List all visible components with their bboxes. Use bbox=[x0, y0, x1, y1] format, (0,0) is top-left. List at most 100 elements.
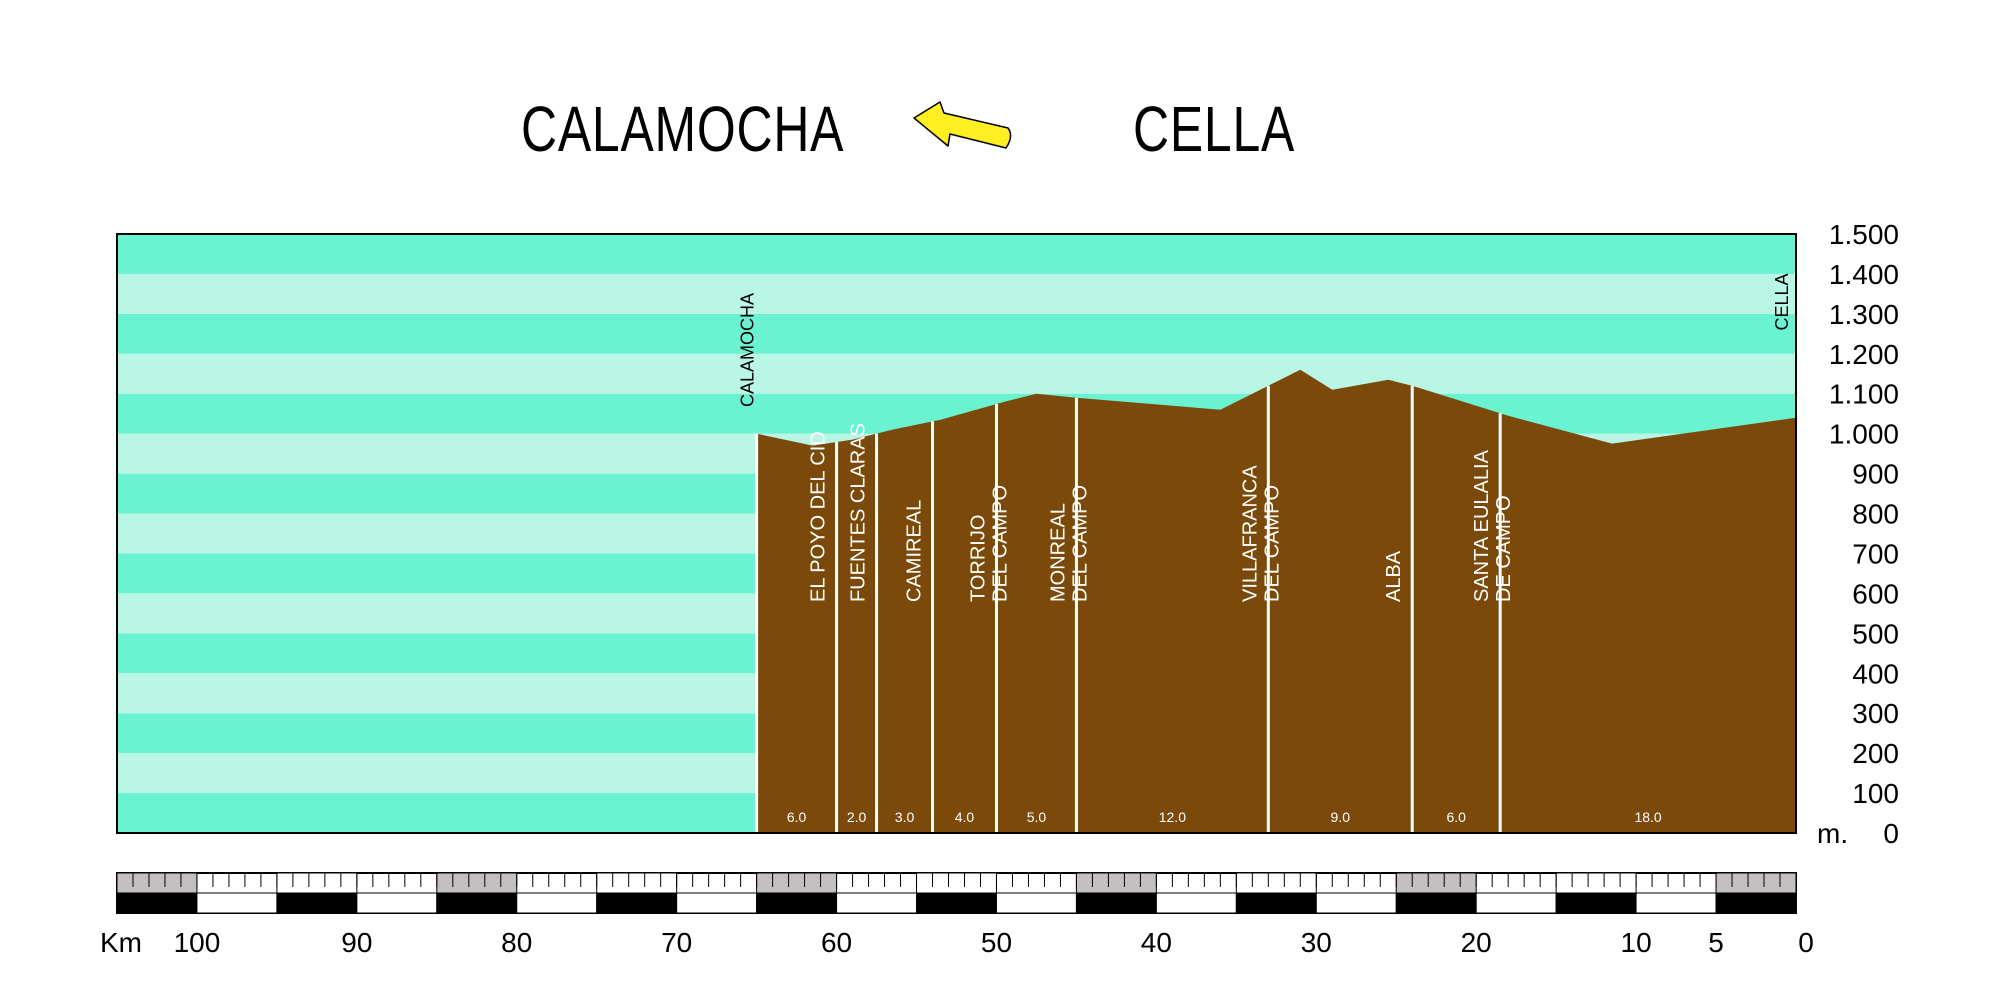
y-tick-label: 1.500 bbox=[1829, 219, 1899, 250]
scale-bar-cell bbox=[676, 892, 758, 914]
terrain-area bbox=[756, 369, 1796, 833]
scale-bar-cell bbox=[1075, 872, 1157, 894]
x-tick-label: 10 bbox=[1621, 927, 1652, 958]
destination-title: CELLA bbox=[1133, 93, 1296, 165]
town-label: MONREAL bbox=[1047, 503, 1069, 602]
y-tick-label: 900 bbox=[1852, 459, 1899, 490]
scale-bar-cell bbox=[1155, 892, 1237, 914]
segment-distance-label: 6.0 bbox=[787, 809, 807, 825]
town-label: CALAMOCHA bbox=[738, 293, 758, 407]
elevation-band bbox=[117, 234, 1796, 274]
town-label: DEL CAMPO bbox=[989, 485, 1011, 602]
y-tick-label: 100 bbox=[1852, 778, 1899, 809]
town-label: DEL CAMPO bbox=[1069, 485, 1091, 602]
scale-bar-cell bbox=[1635, 892, 1717, 914]
x-tick-label: 90 bbox=[341, 927, 372, 958]
scale-bar-cell bbox=[836, 892, 918, 914]
y-tick-label: 200 bbox=[1852, 738, 1899, 769]
scale-bar-cell bbox=[916, 892, 997, 914]
scale-bar-cell bbox=[756, 872, 838, 894]
x-tick-label: 30 bbox=[1301, 927, 1332, 958]
scale-bar-cell bbox=[1715, 872, 1797, 894]
y-axis: 0 100 200 300 400 500 600 700 800 900 1.000 1.100 1.… bbox=[1817, 219, 1899, 849]
segment-distance-label: 5.0 bbox=[1027, 809, 1047, 825]
y-tick-label: 0 bbox=[1883, 818, 1899, 849]
x-tick-label: 100 bbox=[174, 927, 221, 958]
segment-distance-label: 4.0 bbox=[955, 809, 975, 825]
town-label: TORRIJO bbox=[967, 515, 989, 602]
segment-distance-label: 18.0 bbox=[1634, 809, 1661, 825]
x-tick-label: 60 bbox=[821, 927, 852, 958]
origin-title: CALAMOCHA bbox=[521, 93, 845, 165]
x-tick-label: 50 bbox=[981, 927, 1012, 958]
scale-bar-cell bbox=[1475, 892, 1557, 914]
y-tick-label: 1.300 bbox=[1829, 299, 1899, 330]
segment-distance-label: 9.0 bbox=[1331, 809, 1351, 825]
segment-distance-label: 12.0 bbox=[1159, 809, 1186, 825]
scale-bar-cell bbox=[916, 872, 997, 894]
y-tick-label: 1.200 bbox=[1829, 339, 1899, 370]
scale-bar-cell bbox=[436, 872, 518, 894]
scale-bar-cell bbox=[1395, 872, 1477, 894]
elevation-band bbox=[117, 273, 1796, 314]
x-tick-label: 70 bbox=[661, 927, 692, 958]
segment-distance-label: 2.0 bbox=[847, 809, 867, 825]
town-label: FUENTES CLARAS bbox=[848, 423, 870, 602]
segment-distance-labels: 6.0 2.0 3.0 4.0 5.0 12.0 9.0 6.0 18.0 bbox=[787, 809, 1662, 825]
segment-distance-label: 3.0 bbox=[895, 809, 915, 825]
y-tick-label: 800 bbox=[1852, 499, 1899, 530]
scale-bar-cell bbox=[516, 892, 598, 914]
x-tick-label: 20 bbox=[1461, 927, 1492, 958]
scale-bar-cell bbox=[1555, 872, 1637, 894]
scale-bar-cell bbox=[276, 872, 358, 894]
town-label: SANTA EULALIA bbox=[1471, 449, 1493, 602]
scale-bar-cell bbox=[1395, 892, 1477, 914]
scale-bar-cell bbox=[116, 872, 198, 894]
x-tick-label: 40 bbox=[1141, 927, 1172, 958]
town-dividers bbox=[755, 385, 1502, 833]
y-tick-label: 1.000 bbox=[1829, 419, 1899, 450]
segment-distance-label: 6.0 bbox=[1446, 809, 1466, 825]
scale-bar-cell bbox=[116, 892, 198, 914]
scale-bar-cell bbox=[995, 892, 1077, 914]
scale-bar-cell bbox=[276, 892, 358, 914]
y-tick-label: 500 bbox=[1852, 618, 1899, 649]
scale-bar-cell bbox=[1555, 892, 1637, 914]
town-label: CELLA bbox=[1772, 273, 1792, 330]
scale-bar-cell bbox=[1715, 892, 1797, 914]
y-tick-label: 1.400 bbox=[1829, 259, 1899, 290]
terrain-profile bbox=[756, 369, 1796, 833]
town-label: CAMIREAL bbox=[904, 500, 926, 602]
elevation-band bbox=[117, 353, 1796, 394]
y-tick-label: 300 bbox=[1852, 698, 1899, 729]
plot-frame bbox=[116, 233, 1797, 834]
scale-bar-cell bbox=[436, 892, 518, 914]
y-tick-label: 700 bbox=[1852, 538, 1899, 569]
km-scale-bar bbox=[116, 872, 1797, 914]
town-label: DEL CAMPO bbox=[1261, 485, 1283, 602]
scale-bar-cell bbox=[1235, 892, 1317, 914]
elevation-band bbox=[117, 313, 1796, 354]
scale-bar-cell bbox=[1075, 892, 1157, 914]
y-tick-label: 400 bbox=[1852, 658, 1899, 689]
town-label: EL POYO DEL CID bbox=[808, 431, 830, 602]
x-tick-label: 5 bbox=[1708, 927, 1724, 958]
x-unit-label: Km bbox=[100, 927, 142, 958]
y-unit-label: m. bbox=[1817, 818, 1848, 849]
x-tick-label: 0 bbox=[1798, 927, 1814, 958]
scale-bar-cell bbox=[1235, 872, 1317, 894]
y-tick-label: 1.100 bbox=[1829, 379, 1899, 410]
scale-bar-cell bbox=[596, 892, 678, 914]
scale-bar-cell bbox=[196, 892, 278, 914]
y-tick-label: 600 bbox=[1852, 578, 1899, 609]
direction-arrow-icon bbox=[913, 101, 1012, 149]
town-labels: CALAMOCHA EL POYO DEL CID FUENTES CLARAS CA… bbox=[738, 273, 1792, 602]
scale-bar-cell bbox=[596, 872, 678, 894]
scale-bar-cell bbox=[356, 892, 438, 914]
scale-bar-cell bbox=[1315, 892, 1397, 914]
x-axis: Km 100 90 80 70 60 50 40 30 20 10 5 0 bbox=[100, 927, 1814, 958]
town-label: DE CAMPO bbox=[1493, 495, 1515, 602]
town-label: ALBA bbox=[1383, 550, 1405, 602]
x-tick-label: 80 bbox=[501, 927, 532, 958]
